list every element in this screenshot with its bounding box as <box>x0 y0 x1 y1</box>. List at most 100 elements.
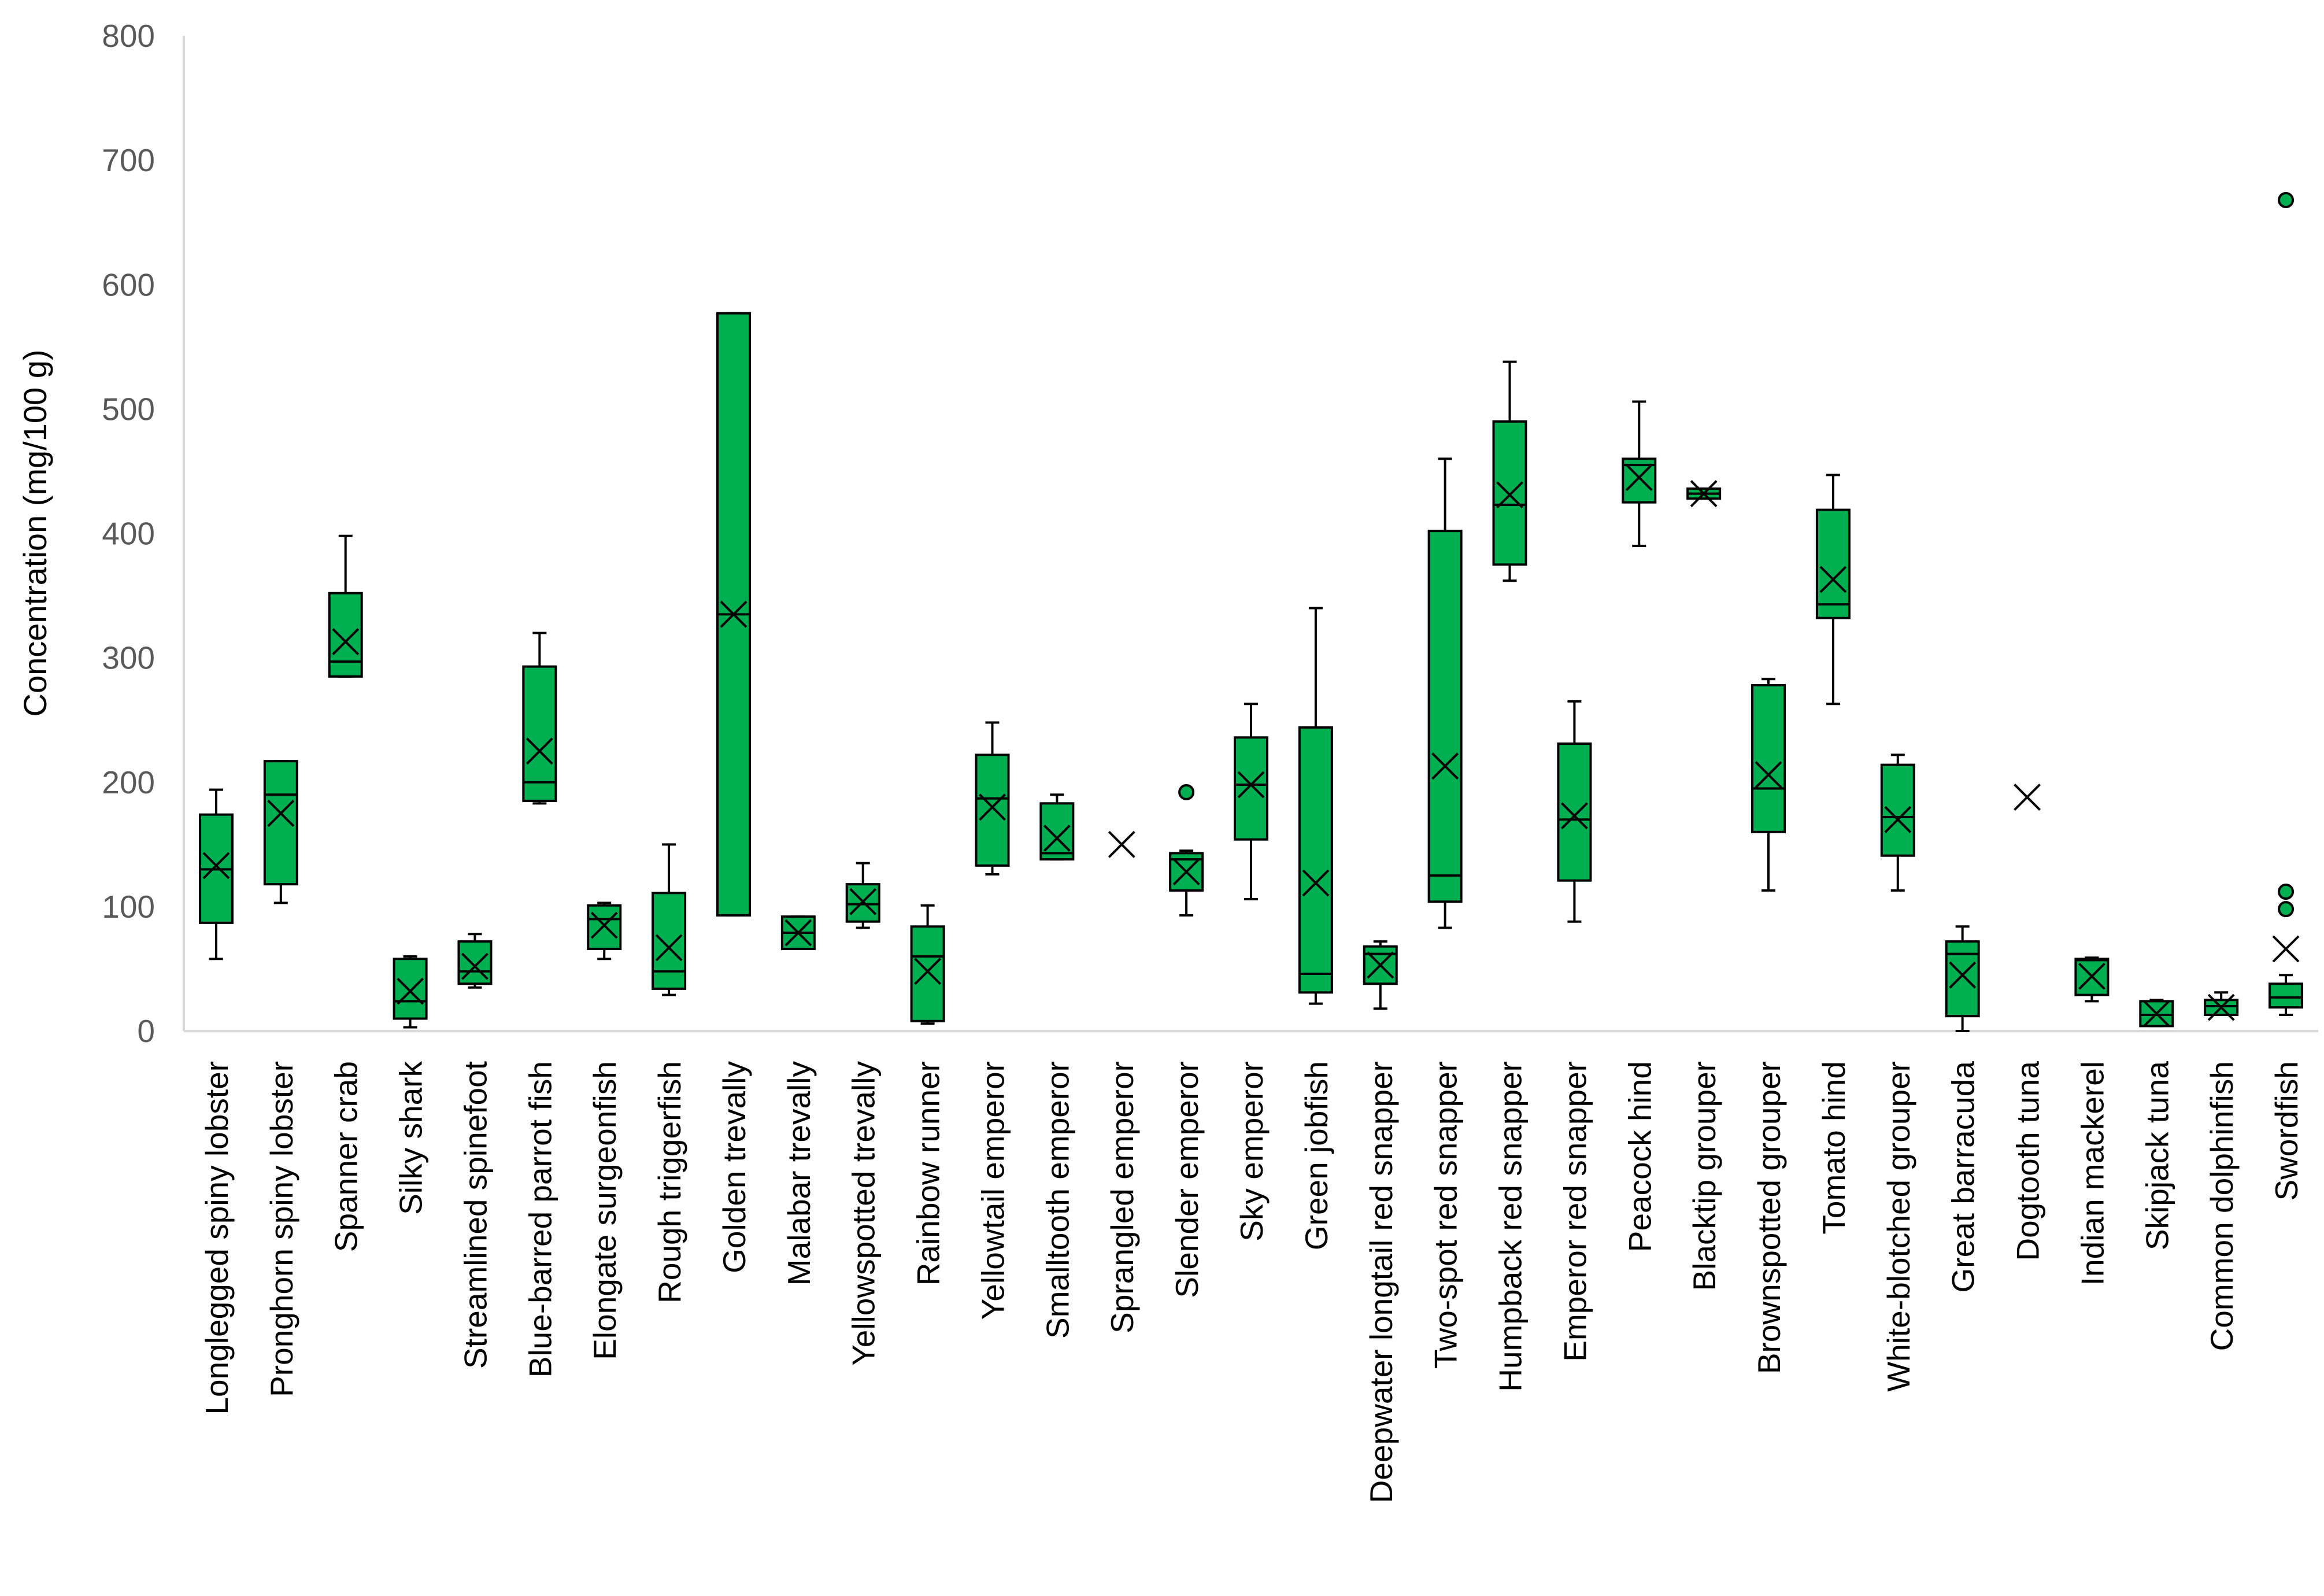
mean-marker-stroke <box>1431 752 1459 780</box>
mean-marker-stroke <box>979 793 1006 821</box>
iqr-box <box>910 925 945 1022</box>
iqr-box <box>1751 684 1786 833</box>
iqr-box <box>1557 742 1592 882</box>
mean-marker-stroke <box>526 737 553 765</box>
x-category-label: Green jobfish <box>1298 1061 1334 1250</box>
iqr-box <box>1298 726 1333 994</box>
x-category-label: Rainbow runner <box>911 1061 946 1285</box>
y-tick-label: 400 <box>102 516 155 552</box>
mean-marker-stroke <box>720 600 747 628</box>
x-category-label: Common dolphinfish <box>2204 1061 2240 1351</box>
x-category-label: Two-spot red snapper <box>1428 1061 1464 1369</box>
x-category-label: Slender emperor <box>1169 1061 1205 1298</box>
mean-marker-stroke <box>2272 935 2300 963</box>
mean-marker-stroke <box>1043 825 1071 852</box>
box-series-27 <box>1880 753 1915 892</box>
iqr-box <box>2269 982 2304 1009</box>
box-series-9 <box>716 312 751 917</box>
x-category-label: Golden trevally <box>716 1061 752 1273</box>
iqr-box <box>1945 940 1980 1018</box>
y-tick-label: 300 <box>102 640 155 676</box>
iqr-box <box>1880 763 1915 857</box>
box-series-22 <box>1557 700 1592 923</box>
iqr-box <box>1492 420 1527 566</box>
mean-marker-stroke <box>590 911 618 939</box>
mean-marker-stroke <box>2014 784 2041 811</box>
mean-marker-stroke <box>784 919 812 947</box>
mean-marker-stroke <box>1884 806 1912 833</box>
x-category-label: White-blotched grouper <box>1881 1061 1916 1392</box>
box-series-28 <box>1945 925 1980 1032</box>
box-series-6 <box>522 631 557 805</box>
iqr-box <box>975 753 1010 867</box>
x-category-label: Sky emperor <box>1234 1061 1270 1242</box>
outlier-point <box>2278 884 2295 900</box>
outlier-point <box>2278 901 2295 918</box>
iqr-box <box>652 892 687 990</box>
mean-marker-stroke <box>202 852 230 880</box>
iqr-box <box>1815 508 1851 619</box>
box-series-7 <box>587 902 622 960</box>
x-category-label: Streamlined spinefoot <box>457 1061 493 1369</box>
x-category-label: Great barracuda <box>1945 1061 1981 1293</box>
x-category-label: Humpback red snapper <box>1493 1061 1529 1392</box>
mean-marker-stroke <box>1690 480 1718 508</box>
box-series-10 <box>780 915 816 951</box>
x-category-label: Brownspotted grouper <box>1751 1061 1787 1374</box>
iqr-box <box>263 760 298 886</box>
mean-marker-stroke <box>1367 951 1394 979</box>
x-category-label: Blacktip grouper <box>1686 1061 1722 1291</box>
mean-marker-stroke <box>461 952 489 980</box>
mean-marker-stroke <box>1755 761 1782 789</box>
mean-marker-stroke <box>2207 993 2235 1021</box>
box-series-31 <box>2139 999 2174 1028</box>
mean-marker-stroke <box>267 800 295 827</box>
box-series-32 <box>2204 991 2239 1021</box>
box-series-8 <box>652 843 687 996</box>
y-axis-title: Concentration (mg/100 g) <box>17 349 53 716</box>
iqr-box <box>522 665 557 803</box>
mean-marker-stroke <box>1237 771 1265 799</box>
mean-marker-stroke <box>2078 962 2105 990</box>
y-tick-label: 100 <box>102 889 155 925</box>
mean-marker-stroke <box>1560 802 1588 830</box>
y-tick-label: 500 <box>102 391 155 427</box>
x-category-label: Silky shark <box>393 1061 429 1215</box>
mean-marker-stroke <box>655 934 683 962</box>
mean-marker-stroke <box>849 888 877 915</box>
x-category-label: Tomato hind <box>1816 1061 1852 1235</box>
x-category-label: Indian mackerel <box>2074 1061 2110 1285</box>
iqr-box <box>328 592 363 678</box>
box-series-14 <box>1039 793 1075 861</box>
iqr-box <box>1427 530 1463 903</box>
box-series-18 <box>1298 607 1333 1005</box>
box-series-29 <box>2014 784 2041 811</box>
box-series-12 <box>910 904 945 1025</box>
box-series-20 <box>1427 457 1463 929</box>
mean-marker-stroke <box>1625 464 1653 492</box>
y-tick-label: 600 <box>102 267 155 302</box>
iqr-box <box>1363 945 1398 985</box>
mean-marker-stroke <box>1108 830 1135 858</box>
box-series-17 <box>1234 703 1268 900</box>
box-series-25 <box>1751 678 1786 892</box>
mean-marker-stroke <box>1302 869 1330 897</box>
box-series-3 <box>328 534 363 678</box>
mean-marker-stroke <box>332 628 360 656</box>
x-category-label: Rough triggerfish <box>652 1061 687 1303</box>
x-category-label: Swordfish <box>2269 1061 2304 1200</box>
iqr-box <box>1234 736 1268 841</box>
mean-marker-stroke <box>1496 481 1523 509</box>
box-series-26 <box>1815 474 1851 705</box>
x-category-label: Pronghorn spiny lobster <box>264 1061 299 1397</box>
x-category-label: Dogtooth tuna <box>2010 1061 2046 1261</box>
y-tick-label: 200 <box>102 764 155 800</box>
box-series-16 <box>1169 784 1204 917</box>
label-layer: 0 100 200 300 400 500 600 700 800 Longlegged spin… <box>102 18 2304 1503</box>
box-series-4 <box>393 955 428 1029</box>
y-tick-label: 700 <box>102 142 155 178</box>
x-category-label: Spanner crab <box>328 1061 364 1252</box>
y-tick-label: 800 <box>102 18 155 54</box>
